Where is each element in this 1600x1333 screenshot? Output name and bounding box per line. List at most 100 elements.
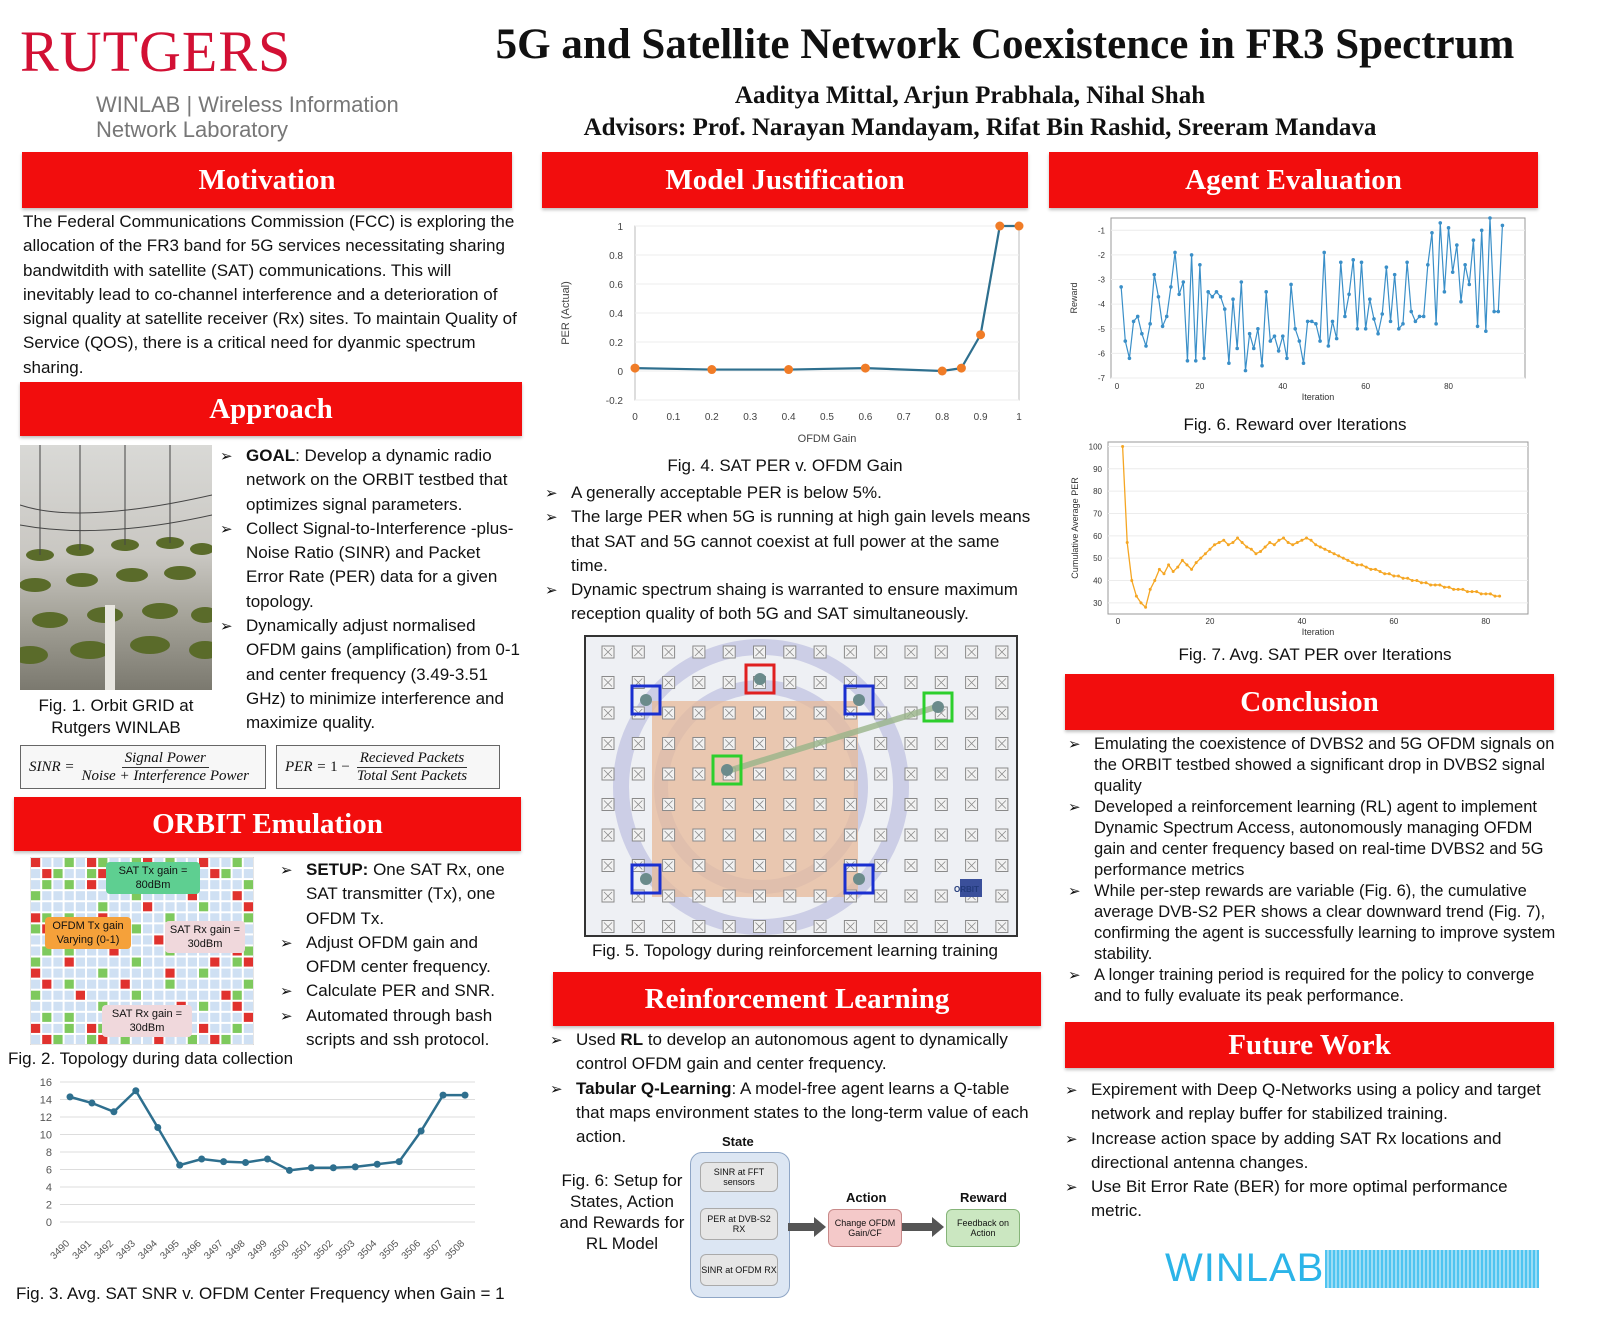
grid-node <box>243 880 253 890</box>
grid-node-mark <box>724 739 734 748</box>
data-point <box>1343 314 1347 319</box>
data-point <box>1392 574 1396 578</box>
data-point <box>1455 243 1459 247</box>
data-point <box>995 221 1005 231</box>
grid-node-mark <box>906 769 916 779</box>
rl-state-1: SINR at FFT sensors <box>700 1162 778 1192</box>
grid-node <box>199 968 209 978</box>
grid-node-mark <box>997 800 1007 809</box>
link-beam <box>730 704 937 773</box>
grid-node-mark <box>755 891 764 901</box>
grid-node <box>165 957 175 967</box>
x-tick-label: 3505 <box>378 1238 402 1262</box>
grid-node-mark <box>603 800 613 809</box>
grid-node <box>199 1001 209 1011</box>
grid-node <box>64 1023 74 1033</box>
data-point <box>1450 270 1455 274</box>
data-point <box>1459 299 1463 304</box>
data-point <box>1397 326 1401 331</box>
data-point <box>1334 336 1339 341</box>
grid-node-mark <box>997 891 1007 901</box>
y-tick-label: 70 <box>1093 509 1102 518</box>
grid-node <box>165 913 175 923</box>
grid-node-mark <box>906 861 916 870</box>
data-point <box>1363 326 1368 331</box>
data-point <box>1447 585 1451 589</box>
data-point <box>1140 331 1144 336</box>
grid-node <box>75 1023 85 1033</box>
grid-node <box>199 891 209 901</box>
grid-node <box>87 1034 97 1044</box>
grid-node-mark <box>937 891 946 901</box>
grid-node <box>154 1034 164 1044</box>
data-point <box>1293 326 1298 331</box>
grid-node <box>87 1023 97 1033</box>
data-point <box>1227 361 1231 366</box>
grid-node <box>154 979 164 989</box>
grid-node-mark <box>906 800 916 809</box>
grid-node-mark <box>876 922 885 931</box>
data-point <box>1406 576 1410 580</box>
data-point <box>1295 541 1299 545</box>
grid-node-mark <box>785 678 795 687</box>
sensor-box <box>843 863 875 895</box>
grid-node-mark <box>755 800 764 809</box>
data-point <box>1157 567 1161 571</box>
fig2-topology: SAT Tx gain = 80dBm OFDM Tx gain Varying… <box>29 856 255 1046</box>
data-point <box>1368 297 1372 302</box>
data-point <box>1498 594 1502 598</box>
grid-node-mark <box>664 708 673 718</box>
fig1-caption: Fig. 1. Orbit GRID at Rutgers WINLAB <box>38 696 194 737</box>
data-point <box>1409 309 1414 314</box>
grid-node <box>165 1034 175 1044</box>
data-point <box>1167 563 1171 567</box>
data-point <box>1369 567 1373 571</box>
data-point <box>1177 292 1181 297</box>
grid-node <box>221 858 231 868</box>
grid-node-mark <box>724 830 734 840</box>
data-point <box>132 1087 140 1095</box>
grid-node <box>42 891 52 901</box>
data-point <box>1323 547 1327 551</box>
grid-node <box>64 1012 74 1022</box>
x-tick-label: 0.9 <box>974 412 988 423</box>
grid-node <box>120 1034 130 1044</box>
data-point <box>395 1158 403 1166</box>
data-point <box>1277 538 1281 542</box>
data-point <box>1189 253 1194 257</box>
grid-node <box>243 1023 253 1033</box>
x-tick-label: 20 <box>1206 617 1215 626</box>
data-point <box>1463 262 1467 267</box>
y-tick-label: -4 <box>1098 300 1106 309</box>
fig5-caption: Fig. 5. Topology during reinforcement le… <box>591 941 999 960</box>
grid-node <box>221 902 231 912</box>
x-tick-label: 0.3 <box>743 412 757 423</box>
grid-node <box>64 1001 74 1011</box>
data-point <box>1396 574 1400 578</box>
grid-node <box>176 979 186 989</box>
y-tick-label: 0.2 <box>609 338 623 349</box>
future-work-heading: Future Work <box>1065 1022 1554 1068</box>
rl-bullets: Used RL to develop an autonomous agent t… <box>550 1028 1030 1149</box>
data-point <box>1309 538 1313 542</box>
rl-reward-box: Feedback on Action <box>946 1209 1020 1247</box>
grid-node <box>243 1034 253 1044</box>
data-point <box>1322 250 1327 255</box>
x-tick-label: 3498 <box>224 1238 248 1262</box>
label-sat-rx-2: SAT Rx gain = 30dBm <box>102 1005 192 1037</box>
sensor-box <box>630 684 662 716</box>
data-point <box>1484 329 1488 334</box>
data-point <box>1251 346 1256 351</box>
data-point <box>956 363 966 373</box>
data-point <box>1426 262 1430 267</box>
grid-node <box>64 979 74 989</box>
x-tick-label: 3506 <box>400 1238 424 1262</box>
grid-node <box>131 1034 141 1044</box>
grid-node <box>176 957 186 967</box>
grid-node <box>221 1034 231 1044</box>
grid-node-mark <box>785 647 795 657</box>
data-point <box>373 1160 381 1168</box>
grid-node-mark <box>997 830 1007 840</box>
grid-node <box>143 902 153 912</box>
data-point <box>1268 339 1273 343</box>
